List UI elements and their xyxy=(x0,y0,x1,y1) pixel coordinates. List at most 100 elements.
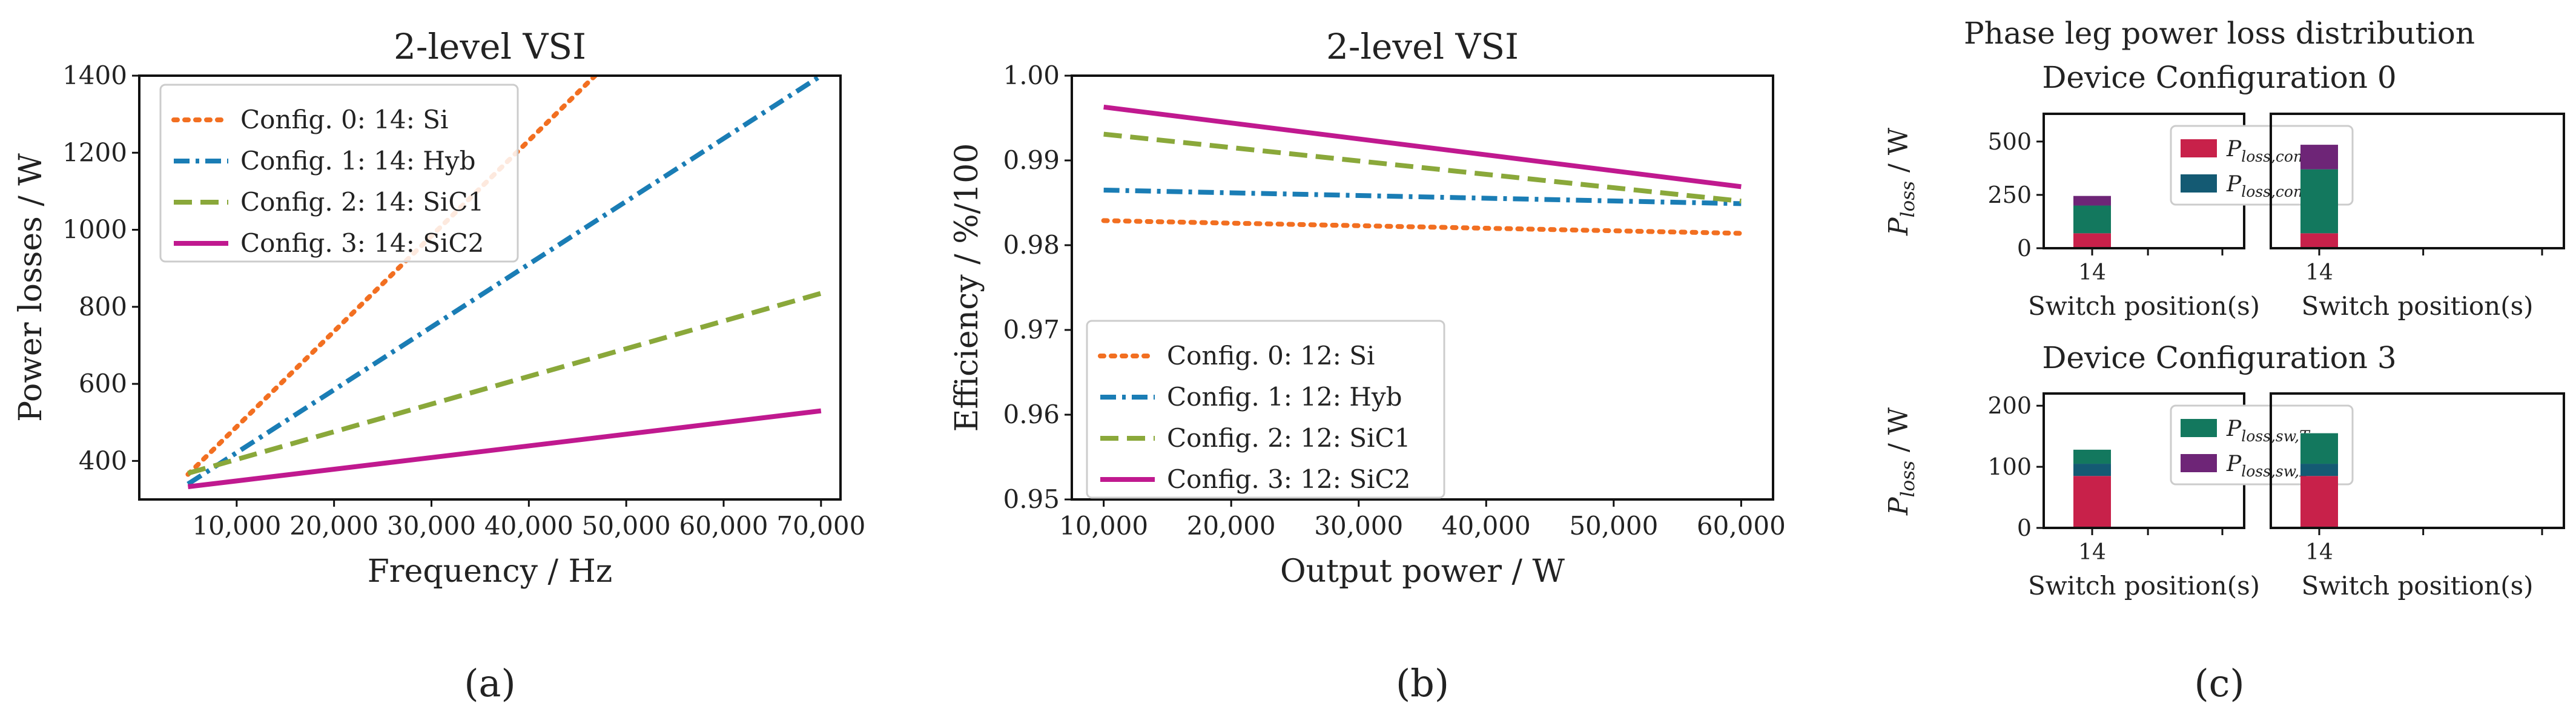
x-tick-label: 60,000 xyxy=(1697,511,1786,541)
legend-entry: Config. 2: 12: SiC1 xyxy=(1167,423,1410,453)
bar-segment-sw-T xyxy=(2073,449,2111,464)
bar-segment-sw-T xyxy=(2073,205,2111,234)
group-subtitle: Device Configuration 0 xyxy=(2042,60,2396,95)
x-tick-label: 40,000 xyxy=(484,511,573,541)
x-tick-label: 40,000 xyxy=(1442,511,1531,541)
x-tick-label: 30,000 xyxy=(387,511,476,541)
legend-swatch xyxy=(2181,174,2217,193)
series-layer xyxy=(1101,104,1744,236)
group-y-label: Ploss / W xyxy=(1883,407,1919,516)
y-tick-label: 500 xyxy=(1987,128,2032,155)
y-tick-label: 1.00 xyxy=(1003,61,1060,90)
legend-swatch xyxy=(2181,139,2217,157)
bar-segment-cond-T xyxy=(2073,233,2111,248)
legend-entry: Ploss,sw,T xyxy=(2226,417,2311,445)
panel-caption: (a) xyxy=(464,661,515,705)
y-tick-label: 400 xyxy=(79,446,127,475)
legend-entry: Config. 3: 14: SiC2 xyxy=(240,228,484,258)
x-tick-label: 10,000 xyxy=(1059,511,1148,541)
legend-box xyxy=(159,84,519,263)
legend-entry: Config. 3: 12: SiC2 xyxy=(1167,464,1410,494)
series-line-3 xyxy=(1103,104,1742,189)
bar-segment-sw-T xyxy=(2300,433,2338,464)
x-axis-label: Switch position(s) xyxy=(2028,571,2260,601)
panel-frame xyxy=(2270,113,2565,249)
x-axis-label: Switch position(s) xyxy=(2301,291,2533,321)
legend-entry: Config. 0: 12: Si xyxy=(1167,341,1375,371)
legend-entry: Ploss,sw,D xyxy=(2226,452,2311,480)
bar-segment-cond-D xyxy=(2073,464,2111,476)
plot-frame xyxy=(1071,74,1774,501)
x-tick-label: 50,000 xyxy=(1569,511,1658,541)
legend-swatch xyxy=(2181,454,2217,472)
x-tick-label: 10,000 xyxy=(192,511,281,541)
bar-segment-cond-T xyxy=(2300,233,2338,248)
y-tick-label: 800 xyxy=(79,292,127,321)
y-tick-label: 0.95 xyxy=(1003,484,1060,514)
x-tick-label: 14 xyxy=(2305,260,2333,285)
panel-frame xyxy=(2270,392,2565,529)
y-tick-label: 200 xyxy=(1987,392,2032,419)
series-line-1 xyxy=(1103,188,1742,206)
legend-entry: Config. 1: 14: Hyb xyxy=(240,146,475,176)
x-axis-label: Switch position(s) xyxy=(2028,291,2260,321)
x-tick-label: 14 xyxy=(2078,260,2106,285)
y-tick-label: 100 xyxy=(1987,453,2032,480)
bar-segment-sw-T xyxy=(2300,169,2338,234)
legend-box xyxy=(1086,320,1445,499)
series-line-0 xyxy=(1101,218,1744,236)
chart-title: Phase leg power loss distribution xyxy=(1964,16,2475,51)
x-tick-label: 20,000 xyxy=(1187,511,1276,541)
x-tick-label: 70,000 xyxy=(776,511,865,541)
x-tick-label: 20,000 xyxy=(289,511,378,541)
x-axis-label: Switch position(s) xyxy=(2301,571,2533,601)
bar-segment-cond-T xyxy=(2073,476,2111,528)
chart-a: 2-level VSI 10,000 20,000 30,000 40,000 50,00… xyxy=(13,26,865,705)
x-axis-label: Output power / W xyxy=(1280,553,1565,590)
x-axis-label: Frequency / Hz xyxy=(368,553,613,590)
y-tick-label: 1400 xyxy=(62,61,127,90)
x-tick-label: 14 xyxy=(2305,540,2333,565)
y-axis-label: Efficiency / %/100 xyxy=(949,143,985,432)
y-tick-label: 0.96 xyxy=(1003,400,1060,429)
series-line-2 xyxy=(1103,131,1742,204)
bar-panel: 14 Switch position(s) 0 100 200 Ploss,sw,T Plo… xyxy=(1987,392,2354,601)
legend-entry: Config. 1: 12: Hyb xyxy=(1167,382,1402,412)
y-axis-label: Power losses / W xyxy=(13,153,49,422)
legend-entry: Config. 0: 14: Si xyxy=(240,105,448,134)
series-line-2 xyxy=(187,291,822,476)
chart-c: Phase leg power loss distribution Device … xyxy=(1883,16,2565,705)
group-y-label: Ploss / W xyxy=(1883,127,1919,236)
y-tick-label: 600 xyxy=(79,369,127,398)
bar-segment-cond-T xyxy=(2300,476,2338,528)
bar-segment-sw-D xyxy=(2073,196,2111,206)
bar-segment-sw-D xyxy=(2300,145,2338,170)
panel-caption: (b) xyxy=(1396,661,1449,705)
y-tick-label: 1200 xyxy=(62,137,127,167)
y-tick-label: 0.98 xyxy=(1003,230,1060,260)
y-tick-label: 0.99 xyxy=(1003,145,1060,175)
y-tick-label: 0 xyxy=(2017,515,2032,541)
legend-swatch xyxy=(2181,419,2217,437)
y-tick-label: 1000 xyxy=(62,215,127,245)
bar-segment-cond-D xyxy=(2300,464,2338,476)
chart-title: 2-level VSI xyxy=(1326,26,1519,67)
x-tick-label: 30,000 xyxy=(1314,511,1403,541)
series-layer xyxy=(185,76,823,489)
y-tick-label: 0 xyxy=(2017,235,2032,262)
bar-panel: 14 Switch position(s) xyxy=(2270,113,2565,321)
x-tick-label: 14 xyxy=(2078,540,2106,565)
x-tick-label: 60,000 xyxy=(679,511,768,541)
legend-entry: Config. 2: 14: SiC1 xyxy=(240,187,484,217)
series-line-0 xyxy=(185,76,598,477)
chart-b: 2-level VSI 10,000 20,000 30,000 40,000 50,00… xyxy=(949,26,1786,705)
series-line-3 xyxy=(187,408,822,489)
x-tick-label: 50,000 xyxy=(582,511,671,541)
bar-panel: 14 Switch position(s) xyxy=(2270,392,2565,601)
panel-caption: (c) xyxy=(2194,661,2244,705)
group-subtitle: Device Configuration 3 xyxy=(2042,340,2396,375)
y-tick-label: 250 xyxy=(1987,182,2032,208)
plot-frame xyxy=(138,74,842,501)
